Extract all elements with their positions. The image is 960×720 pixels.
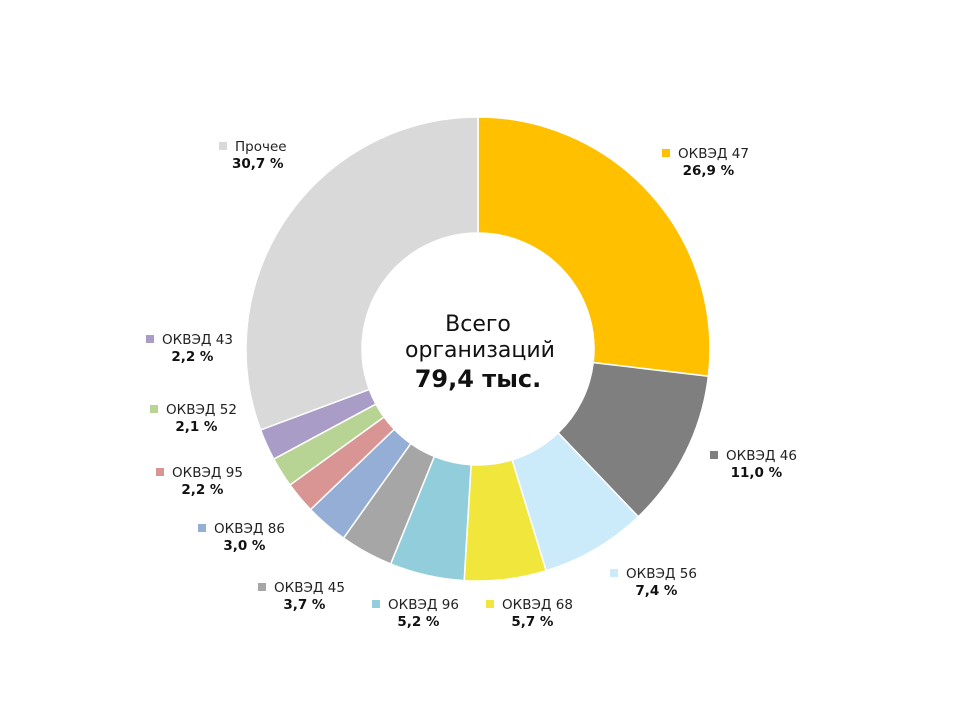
slice-label-value: 2,1 % — [175, 419, 218, 435]
legend-marker — [150, 405, 158, 413]
legend-marker — [198, 524, 206, 532]
center-title-line1: Всего — [445, 312, 511, 337]
center-title-line2: организаций — [405, 338, 555, 363]
slice-label-group: ОКВЭД 685,7 % — [486, 597, 573, 630]
legend-marker — [662, 149, 670, 157]
slice-label-name: ОКВЭД 86 — [214, 521, 285, 537]
slice-label-value: 5,7 % — [511, 614, 554, 630]
slice-label-name: ОКВЭД 52 — [166, 402, 237, 418]
slice-label-group: ОКВЭД 567,4 % — [610, 566, 697, 599]
slice-label-name: ОКВЭД 45 — [274, 580, 345, 596]
donut-slices — [245, 116, 711, 582]
slice-label-value: 26,9 % — [683, 163, 735, 179]
legend-marker — [219, 142, 227, 150]
slice-label-name: ОКВЭД 56 — [626, 566, 697, 582]
legend-marker — [486, 600, 494, 608]
slice-label-value: 7,4 % — [635, 583, 678, 599]
slice-label-name: ОКВЭД 68 — [502, 597, 573, 613]
legend-marker — [372, 600, 380, 608]
slice-label-group: ОКВЭД 432,2 % — [146, 332, 233, 365]
center-total-value: 79,4 тыс. — [415, 365, 542, 393]
slice-оквэд-47 — [477, 116, 711, 378]
legend-marker — [156, 468, 164, 476]
legend-marker — [610, 569, 618, 577]
slice-label-group: ОКВЭД 965,2 % — [372, 597, 459, 630]
slice-label-value: 2,2 % — [171, 349, 214, 365]
slice-label-value: 5,2 % — [397, 614, 440, 630]
slice-label-group: ОКВЭД 453,7 % — [258, 580, 345, 613]
slice-label-value: 11,0 % — [731, 465, 783, 481]
slice-label-name: ОКВЭД 47 — [678, 146, 749, 162]
slice-label-name: ОКВЭД 96 — [388, 597, 459, 613]
slice-label-group: ОКВЭД 863,0 % — [198, 521, 285, 554]
slice-label-value: 2,2 % — [181, 482, 224, 498]
legend-marker — [146, 335, 154, 343]
slice-label-value: 30,7 % — [232, 156, 284, 172]
donut-center: Всего организаций 79,4 тыс. — [405, 312, 555, 393]
legend-marker — [258, 583, 266, 591]
slice-label-name: Прочее — [235, 139, 287, 155]
slice-label-name: ОКВЭД 43 — [162, 332, 233, 348]
slice-label-name: ОКВЭД 46 — [726, 448, 797, 464]
slice-прочее — [245, 116, 479, 431]
slice-label-value: 3,0 % — [223, 538, 266, 554]
slice-label-group: ОКВЭД 952,2 % — [156, 465, 243, 498]
slice-label-group: ОКВЭД 522,1 % — [150, 402, 237, 435]
slice-label-name: ОКВЭД 95 — [172, 465, 243, 481]
slice-label-value: 3,7 % — [283, 597, 326, 613]
legend-marker — [710, 451, 718, 459]
